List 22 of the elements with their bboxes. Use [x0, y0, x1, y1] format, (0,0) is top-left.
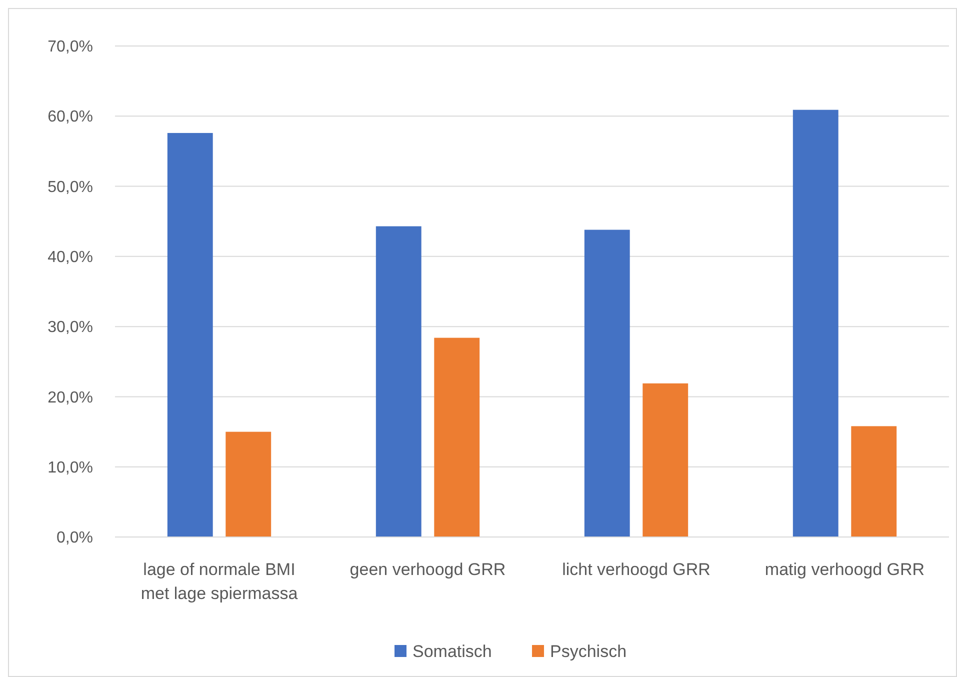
- x-tick-label: lage of normale BMI met lage spiermassa: [140, 560, 298, 603]
- y-tick-label: 10,0%: [48, 459, 93, 476]
- y-tick-label: 60,0%: [48, 108, 93, 126]
- x-tick-label: matig verhoogd GRR: [764, 560, 925, 579]
- x-tick-label: geen verhoogd GRR: [350, 560, 506, 579]
- y-tick-label: 30,0%: [48, 319, 93, 336]
- bar: [792, 110, 838, 537]
- bar: [376, 226, 422, 537]
- legend-label: Psychisch: [550, 642, 627, 661]
- bar: [434, 338, 480, 537]
- x-tick-label: licht verhoogd GRR: [562, 560, 710, 579]
- y-tick-label: 70,0%: [48, 38, 93, 56]
- bar: [642, 383, 688, 537]
- bar: [167, 132, 213, 537]
- y-tick-label: 50,0%: [48, 178, 93, 196]
- bar: [584, 230, 630, 537]
- bar: [226, 432, 272, 537]
- y-tick-label: 0,0%: [56, 530, 93, 547]
- y-tick-label: 40,0%: [48, 249, 93, 266]
- y-tick-label: 20,0%: [48, 389, 93, 406]
- bar: [851, 426, 897, 537]
- legend-label: Somatisch: [412, 642, 492, 661]
